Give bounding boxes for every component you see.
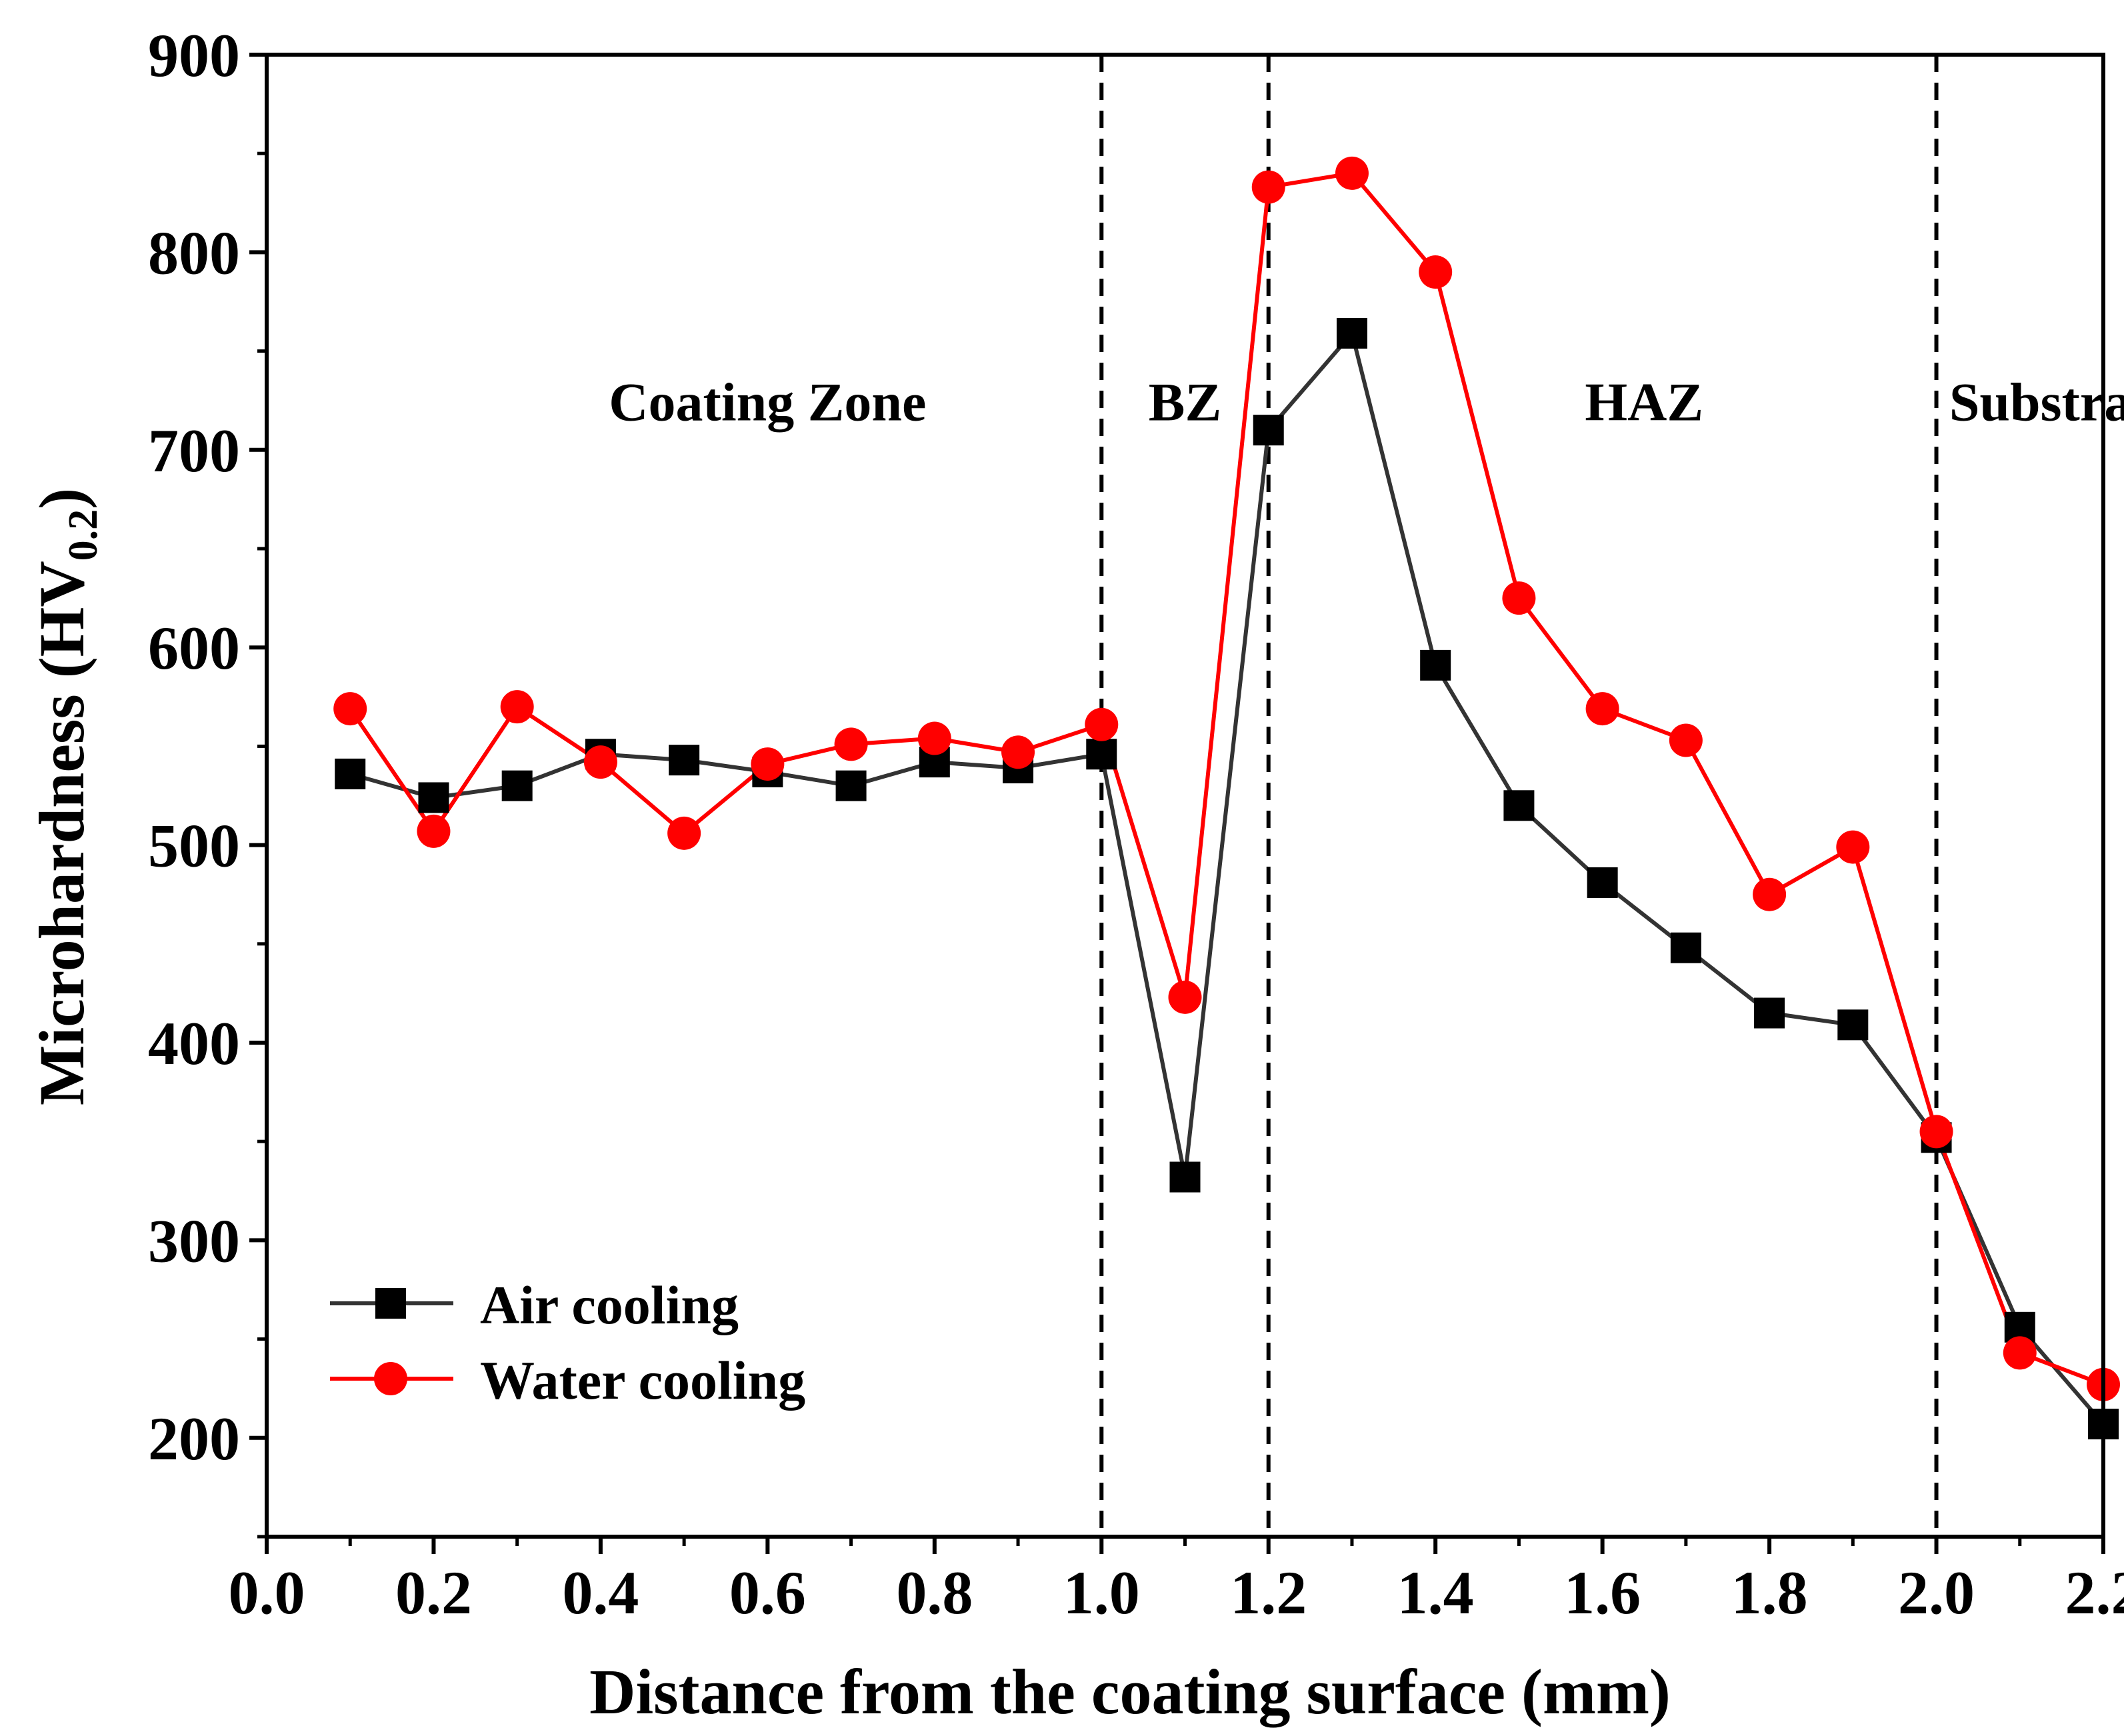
y-axis-title: Microhardness (HV0.2) [26,488,106,1105]
zone-label-coating-zone: Coating Zone [609,372,926,433]
data-point-air-cooling [1670,932,1701,963]
data-point-water-cooling [1335,156,1369,190]
data-point-air-cooling [1587,867,1618,898]
data-point-water-cooling [2003,1336,2037,1370]
x-tick-label-2-2: 2.2 [2065,1559,2124,1627]
x-tick-label-1-8: 1.8 [1731,1559,1808,1627]
legend-item-air-cooling: Air cooling [330,1275,739,1335]
data-point-air-cooling [335,758,366,789]
series-line-air-cooling [349,331,2105,1426]
data-point-water-cooling [1502,581,1536,615]
x-tick-label-0-0: 0.0 [229,1559,305,1627]
x-tick-label-1-2: 1.2 [1230,1559,1307,1627]
data-point-water-cooling [417,814,451,848]
data-point-water-cooling [1001,735,1035,769]
zone-label-substrate: Substrate [1949,372,2124,433]
data-point-water-cooling [1919,1115,1953,1149]
data-point-water-cooling [1085,707,1119,741]
x-tick-label-1-6: 1.6 [1564,1559,1641,1627]
data-point-water-cooling [834,727,868,761]
legend-marker-air-cooling [375,1288,406,1319]
axis-tick-labels: 0.0 0.2 0.4 0.6 0.8 1.0 1.2 1.4 1.6 1.8 2.0 2.2 200 3… [148,21,2124,1627]
x-tick-label-0-2: 0.2 [395,1559,472,1627]
y-tick-label-500: 500 [148,812,240,880]
legend-marker-water-cooling [374,1362,407,1395]
data-point-air-cooling [1420,649,1451,681]
data-point-water-cooling [917,721,951,755]
data-point-water-cooling [1585,692,1619,726]
zone-labels: Coating Zone BZ HAZ Substrate [609,372,2124,433]
x-tick-label-0-6: 0.6 [729,1559,806,1627]
y-tick-label-800: 800 [148,219,240,287]
zone-dividers [1099,55,1939,1537]
series-lines [348,171,2105,1426]
data-point-water-cooling [1251,170,1285,204]
data-point-air-cooling [835,770,867,801]
x-tick-label-1-0: 1.0 [1063,1559,1140,1627]
x-tick-label-0-8: 0.8 [896,1559,973,1627]
data-point-air-cooling [1503,790,1535,821]
y-tick-label-700: 700 [148,417,240,485]
x-axis-title: Distance from the coating surface (mm) [589,1656,1671,1727]
data-point-air-cooling [1169,1161,1201,1193]
zone-label-haz: HAZ [1585,372,1703,433]
data-point-air-cooling [1837,1009,1869,1041]
data-point-water-cooling [1669,723,1703,757]
data-point-water-cooling [667,816,701,850]
data-point-water-cooling [333,692,367,726]
x-tick-label-0-4: 0.4 [562,1559,639,1627]
axis-ticks [249,53,2105,1554]
y-tick-label-300: 300 [148,1207,240,1275]
data-point-air-cooling [501,770,533,801]
data-point-water-cooling [1836,830,1870,864]
legend-label-water-cooling: Water cooling [480,1350,805,1411]
x-tick-label-1-4: 1.4 [1397,1559,1474,1627]
data-point-air-cooling [1754,997,1785,1029]
x-tick-label-2-0: 2.0 [1898,1559,1975,1627]
y-tick-label-600: 600 [148,614,240,682]
y-axis-title-subscript: 0.2 [61,509,106,561]
legend-item-water-cooling: Water cooling [330,1350,805,1411]
data-point-water-cooling [1168,980,1202,1014]
data-point-water-cooling [583,745,617,779]
y-axis-title-main: Microhardness (HV [26,561,97,1105]
y-axis-title-close: ) [26,488,97,509]
y-tick-label-400: 400 [148,1009,240,1077]
data-point-water-cooling [500,690,534,724]
zone-label-bz: BZ [1149,372,1221,433]
legend-label-air-cooling: Air cooling [480,1275,739,1335]
data-point-air-cooling [1253,415,1284,446]
y-tick-label-900: 900 [148,21,240,89]
data-point-air-cooling [669,745,700,776]
data-point-water-cooling [751,747,785,781]
data-point-air-cooling [1336,317,1367,349]
series-line-water-cooling [348,171,2105,1387]
data-point-water-cooling [1419,255,1453,289]
y-tick-label-200: 200 [148,1405,240,1473]
data-point-air-cooling [418,782,449,813]
legend: Air cooling Water cooling [330,1275,805,1411]
data-point-water-cooling [1753,877,1787,911]
data-point-air-cooling [1086,739,1117,770]
